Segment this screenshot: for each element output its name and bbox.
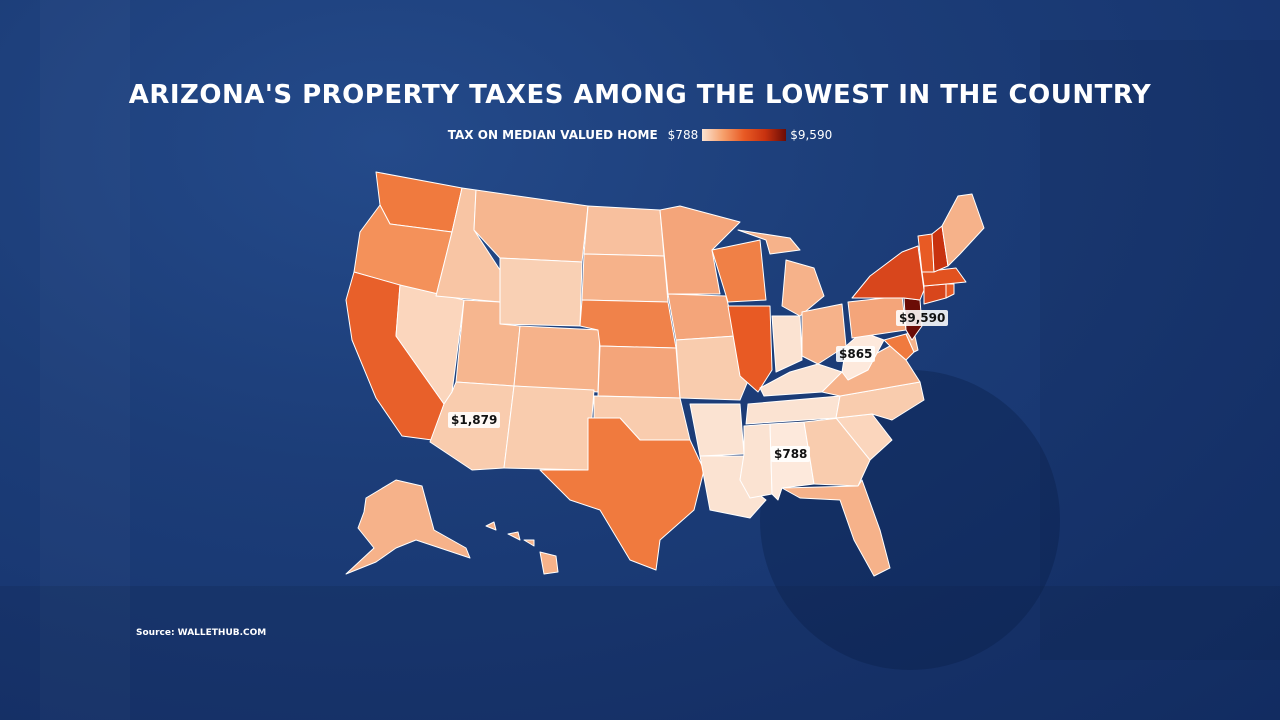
callout-new-jersey: $9,590 xyxy=(896,310,949,326)
state-wyoming xyxy=(499,257,583,327)
callout-arizona: $1,879 xyxy=(448,412,501,428)
state-indiana xyxy=(771,315,803,373)
state-texas xyxy=(539,417,705,571)
legend-label: TAX ON MEDIAN VALUED HOME xyxy=(447,128,658,142)
legend-min: $788 xyxy=(667,128,699,142)
state-hawaii xyxy=(485,521,559,575)
state-illinois xyxy=(727,305,773,393)
state-arkansas xyxy=(689,403,745,457)
state-connecticut xyxy=(923,283,947,305)
state-michigan xyxy=(737,229,825,317)
state-new-mexico xyxy=(503,385,595,471)
color-legend: TAX ON MEDIAN VALUED HOME $788 $9,590 xyxy=(0,128,1280,142)
legend-max: $9,590 xyxy=(790,128,833,142)
source-credit: Source: WALLETHUB.COM xyxy=(136,628,267,638)
state-iowa xyxy=(667,293,737,341)
state-colorado xyxy=(513,325,601,393)
state-montana xyxy=(473,189,589,263)
state-north-dakota xyxy=(583,205,665,257)
state-ohio xyxy=(801,303,847,365)
legend-color-ramp xyxy=(702,129,787,141)
state-missouri xyxy=(675,335,751,401)
state-kansas xyxy=(597,345,681,399)
state-maryland xyxy=(883,333,915,361)
state-georgia xyxy=(803,417,871,487)
map-title: ARIZONA'S PROPERTY TAXES AMONG THE LOWES… xyxy=(128,80,1152,110)
state-florida xyxy=(781,479,891,577)
state-mississippi xyxy=(739,423,773,499)
state-rhode-island xyxy=(945,283,955,299)
state-south-dakota xyxy=(581,253,669,303)
callout-alabama: $788 xyxy=(771,446,811,462)
state-wisconsin xyxy=(711,239,767,303)
state-alaska xyxy=(345,479,471,575)
callout-west-virginia: $865 xyxy=(836,346,876,362)
state-new-york xyxy=(851,245,925,301)
state-maine xyxy=(941,193,985,267)
